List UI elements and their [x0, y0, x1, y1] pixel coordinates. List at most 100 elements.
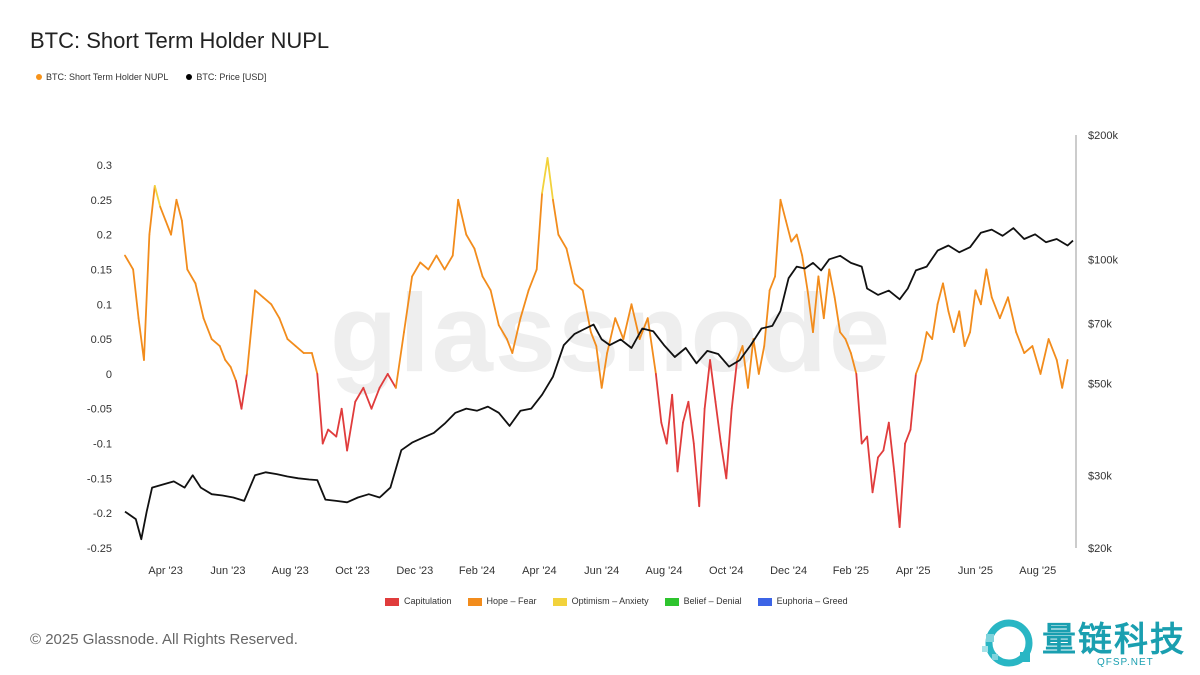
y-left-tick-label: -0.25 [87, 543, 112, 555]
nupl-segment [947, 310, 955, 334]
legend-capitulation[interactable]: Capitulation [385, 596, 452, 606]
nupl-segment [839, 331, 847, 340]
nupl-segment [887, 421, 896, 473]
y-left-tick-label: -0.2 [93, 508, 112, 520]
y-right-tick-label: $200k [1088, 130, 1118, 142]
nupl-segment [465, 233, 476, 250]
nupl-segment [730, 359, 739, 410]
y-left-tick-label: 0.15 [91, 264, 112, 276]
nupl-segment [286, 338, 297, 347]
nupl-segment [316, 373, 324, 445]
nupl-segment [153, 184, 162, 208]
legend-item-nupl[interactable]: BTC: Short Term Holder NUPL [36, 72, 168, 82]
nupl-segment [1007, 296, 1018, 334]
nupl-segment [719, 442, 728, 480]
legend-bottom: Capitulation Hope – Fear Optimism – Anxi… [385, 596, 848, 606]
qfsp-logo-icon [982, 619, 1033, 667]
nupl-segment [565, 247, 576, 285]
nupl-segment [904, 428, 912, 445]
legend-optimism-anxiety[interactable]: Optimism – Anxiety [552, 596, 649, 606]
nupl-segment [676, 421, 684, 473]
nupl-segment [654, 373, 663, 424]
nupl-segment [346, 400, 357, 452]
glassnode-watermark: glassnode [330, 272, 893, 395]
nupl-segment [752, 338, 760, 375]
nupl-segment [709, 359, 717, 403]
nupl-segment [327, 428, 338, 438]
logo-chinese-text: 量链科技 [1042, 621, 1186, 659]
nupl-segment [871, 456, 879, 494]
nupl-segment [1023, 345, 1034, 354]
nupl-segment [985, 268, 993, 299]
nupl-segment [682, 400, 690, 424]
nupl-segment [622, 303, 633, 340]
nupl-segment [262, 296, 273, 306]
nupl-segment [990, 296, 1001, 320]
legend-dot-price [186, 74, 193, 80]
nupl-segment [254, 289, 265, 299]
legend-belief-denial[interactable]: Belief – Denial [664, 596, 742, 606]
legend-hope-fear[interactable]: Hope – Fear [467, 596, 537, 606]
swatch-euphoria-greed [757, 597, 772, 606]
nupl-segment [741, 345, 749, 389]
nupl-segment [833, 296, 841, 334]
x-tick-label: Dec '23 [396, 565, 433, 577]
x-tick-label: Aug '25 [1019, 565, 1056, 577]
nupl-segment [763, 289, 771, 347]
nupl-segment [229, 366, 237, 382]
x-tick-label: Feb '24 [459, 565, 495, 577]
nupl-segment [931, 303, 939, 340]
legend-top: BTC: Short Term Holder NUPL BTC: Price [… [36, 72, 266, 82]
nupl-segment [270, 303, 281, 320]
nupl-segment [844, 338, 852, 354]
nupl-segment [725, 407, 733, 480]
nupl-segment [1061, 359, 1069, 389]
y-left-tick-label: -0.1 [93, 439, 112, 451]
nupl-segment [143, 233, 151, 361]
price-line [124, 227, 1074, 541]
nupl-segment [451, 198, 460, 257]
nupl-segment [1047, 338, 1058, 361]
x-tick-label: Jun '25 [958, 565, 993, 577]
swatch-hope-fear [467, 597, 482, 606]
copyright: © 2025 Glassnode. All Rights Reserved. [30, 631, 298, 648]
swatch-capitulation [385, 597, 399, 606]
nupl-segment [806, 289, 814, 334]
chart-title: BTC: Short Term Holder NUPL [30, 28, 330, 53]
x-tick-label: Apr '23 [148, 565, 183, 577]
x-tick-label: Apr '24 [522, 565, 557, 577]
nupl-segment [595, 345, 603, 389]
nupl-segment [235, 379, 243, 410]
nupl-segment [630, 303, 641, 340]
nupl-segment [855, 373, 863, 445]
nupl-segment [378, 373, 389, 389]
legend-label-nupl: BTC: Short Term Holder NUPL [46, 72, 169, 82]
nupl-segment [148, 184, 156, 236]
nupl-segment [660, 421, 668, 445]
nupl-segment [386, 373, 397, 389]
nupl-segment [942, 282, 950, 313]
nupl-segment [784, 219, 793, 243]
nupl-segment [703, 359, 711, 410]
nupl-segment [779, 198, 787, 222]
nupl-segment [736, 345, 744, 361]
nupl-segment [519, 289, 530, 320]
nupl-segment [240, 373, 248, 410]
legend-euphoria-greed[interactable]: Euphoria – Greed [757, 596, 848, 606]
nupl-segment [936, 282, 944, 306]
nupl-segment [606, 317, 617, 354]
nupl-segment [175, 198, 183, 222]
nupl-segment [546, 157, 554, 201]
nupl-segment [210, 338, 221, 347]
nupl-segment [340, 407, 349, 452]
nupl-segment [963, 331, 971, 347]
nupl-segment [882, 421, 890, 452]
nupl-segment [224, 359, 232, 368]
legend-label-price: BTC: Price [USD] [196, 72, 267, 82]
legend-dot-nupl [36, 74, 42, 80]
legend-item-price[interactable]: BTC: Price [USD] [186, 72, 266, 82]
nupl-segment [614, 317, 625, 340]
nupl-segment [877, 449, 885, 459]
nupl-segment [137, 317, 145, 361]
